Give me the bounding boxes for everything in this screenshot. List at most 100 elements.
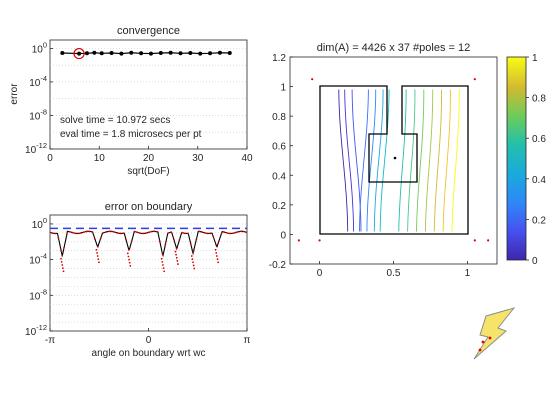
convergence-point bbox=[198, 52, 202, 56]
center-point bbox=[394, 157, 397, 160]
boundary-sample-point bbox=[176, 257, 178, 259]
boundary-sample-point bbox=[215, 252, 217, 254]
boundary-sample-point bbox=[164, 244, 166, 246]
boundary-sample-point bbox=[60, 250, 62, 252]
boundary-sample-point bbox=[74, 232, 76, 234]
boundary-sample-point bbox=[127, 252, 129, 254]
contour-xtick-label: 1 bbox=[465, 268, 471, 279]
convergence-point bbox=[77, 52, 81, 56]
boundary-sample-point bbox=[156, 231, 158, 233]
boundary-sample-point bbox=[131, 240, 133, 242]
boundary-sample-point bbox=[224, 231, 226, 233]
colorbar-tick-label: 0.6 bbox=[532, 134, 546, 145]
convergence-point bbox=[92, 51, 96, 55]
boundary-sample-point bbox=[190, 243, 192, 245]
boundary-sample-point bbox=[128, 249, 130, 251]
colorbar-tick-label: 0.2 bbox=[532, 215, 546, 226]
boundary-sample-point bbox=[66, 233, 68, 235]
contour-xtick-label: 0.5 bbox=[387, 268, 401, 279]
boundary-error-panel: error on boundary angle on boundary wrt … bbox=[25, 201, 251, 359]
convergence-ytick-label: 100 bbox=[32, 40, 47, 55]
boundary-sample-point bbox=[150, 231, 152, 233]
boundary-sample-point bbox=[217, 261, 219, 263]
convergence-point bbox=[169, 51, 173, 55]
contour-ytick-label: 1.2 bbox=[272, 53, 286, 64]
boundary-sample-point bbox=[204, 232, 206, 234]
contour-ytick-label: 0.2 bbox=[272, 201, 286, 212]
boundary-sample-point bbox=[184, 232, 186, 234]
contour-ytick-label: 0.4 bbox=[272, 171, 286, 182]
boundary-sample-point bbox=[100, 238, 102, 240]
boundary-sample-point bbox=[63, 270, 65, 272]
boundary-sample-point bbox=[94, 238, 96, 240]
boundary-sample-point bbox=[108, 230, 110, 232]
convergence-point bbox=[179, 51, 183, 55]
convergence-point bbox=[119, 52, 123, 56]
boundary-sample-point bbox=[235, 232, 237, 234]
lightning-bolt-logo bbox=[474, 308, 514, 359]
boundary-sample-point bbox=[49, 231, 51, 233]
boundary-sample-point bbox=[238, 231, 240, 233]
boundary-sample-point bbox=[232, 232, 234, 234]
contour-ytick-label: 0.8 bbox=[272, 112, 286, 123]
colorbar-tick-label: 0.4 bbox=[532, 175, 546, 186]
boundary-sample-point bbox=[96, 252, 98, 254]
boundary-sample-point bbox=[129, 265, 131, 267]
convergence-xtick-label: 10 bbox=[94, 153, 106, 164]
boundary-ytick-label: 10-8 bbox=[29, 287, 47, 302]
boundary-sample-point bbox=[162, 253, 164, 255]
boundary-sample-point bbox=[86, 231, 88, 233]
boundary-sample-point bbox=[229, 233, 231, 235]
convergence-point bbox=[110, 51, 114, 55]
convergence-point bbox=[208, 51, 212, 55]
boundary-sample-point bbox=[161, 261, 163, 263]
boundary-ytick-label: 10-12 bbox=[25, 323, 47, 338]
convergence-ytick-label: 10-4 bbox=[29, 74, 47, 89]
boundary-sample-point bbox=[98, 261, 100, 263]
boundary-sample-point bbox=[63, 247, 65, 249]
boundary-sample-point bbox=[240, 230, 242, 232]
boundary-sample-point bbox=[96, 249, 98, 251]
convergence-point bbox=[100, 51, 104, 55]
boundary-sample-point bbox=[243, 231, 245, 233]
boundary-sample-point bbox=[201, 231, 203, 233]
boundary-sample-point bbox=[97, 258, 99, 260]
boundary-sample-point bbox=[122, 232, 124, 234]
pole-marker bbox=[474, 78, 476, 80]
boundary-sample-point bbox=[215, 244, 217, 246]
convergence-panel: convergence error sqrt(DoF) 0 10 20 30 40 10… bbox=[9, 25, 253, 177]
boundary-sample-point bbox=[193, 265, 195, 267]
contour-xtick-label: 0 bbox=[317, 268, 323, 279]
boundary-sample-point bbox=[145, 232, 147, 234]
convergence-xtick-label: 30 bbox=[192, 153, 204, 164]
convergence-ylabel: error bbox=[9, 83, 20, 105]
boundary-sample-point bbox=[173, 238, 175, 240]
boundary-sample-point bbox=[193, 250, 195, 252]
boundary-sample-point bbox=[162, 264, 164, 266]
boundary-sample-point bbox=[55, 233, 57, 235]
boundary-sample-point bbox=[216, 255, 218, 257]
boundary-xtick-label: π bbox=[244, 335, 251, 346]
boundary-sample-point bbox=[136, 231, 138, 233]
convergence-point bbox=[60, 51, 64, 55]
boundary-sample-point bbox=[215, 249, 217, 251]
convergence-point bbox=[149, 52, 153, 56]
boundary-sample-point bbox=[175, 251, 177, 253]
boundary-sample-point bbox=[246, 232, 248, 234]
contour-ytick-label: 0 bbox=[280, 230, 286, 241]
contour-panel: dim(A) = 4426 x 37 #poles = 12 0 0.5 1 -0.… bbox=[269, 42, 497, 279]
colorbar: 0 0.2 0.4 0.6 0.8 1 bbox=[507, 53, 546, 267]
boundary-ytick-label: 100 bbox=[32, 216, 47, 231]
boundary-sample-point bbox=[179, 239, 181, 241]
boundary-sample-point bbox=[221, 232, 223, 234]
boundary-sample-point bbox=[212, 236, 214, 238]
boundary-sample-point bbox=[175, 254, 177, 256]
convergence-xtick-label: 40 bbox=[241, 153, 253, 164]
boundary-sample-point bbox=[80, 232, 82, 234]
boundary-sample-point bbox=[218, 240, 220, 242]
boundary-sample-point bbox=[129, 262, 131, 264]
boundary-sample-point bbox=[181, 232, 183, 234]
boundary-error-xlabel: angle on boundary wrt wc bbox=[92, 348, 206, 359]
boundary-sample-point bbox=[61, 264, 63, 266]
boundary-sample-point bbox=[226, 232, 228, 234]
